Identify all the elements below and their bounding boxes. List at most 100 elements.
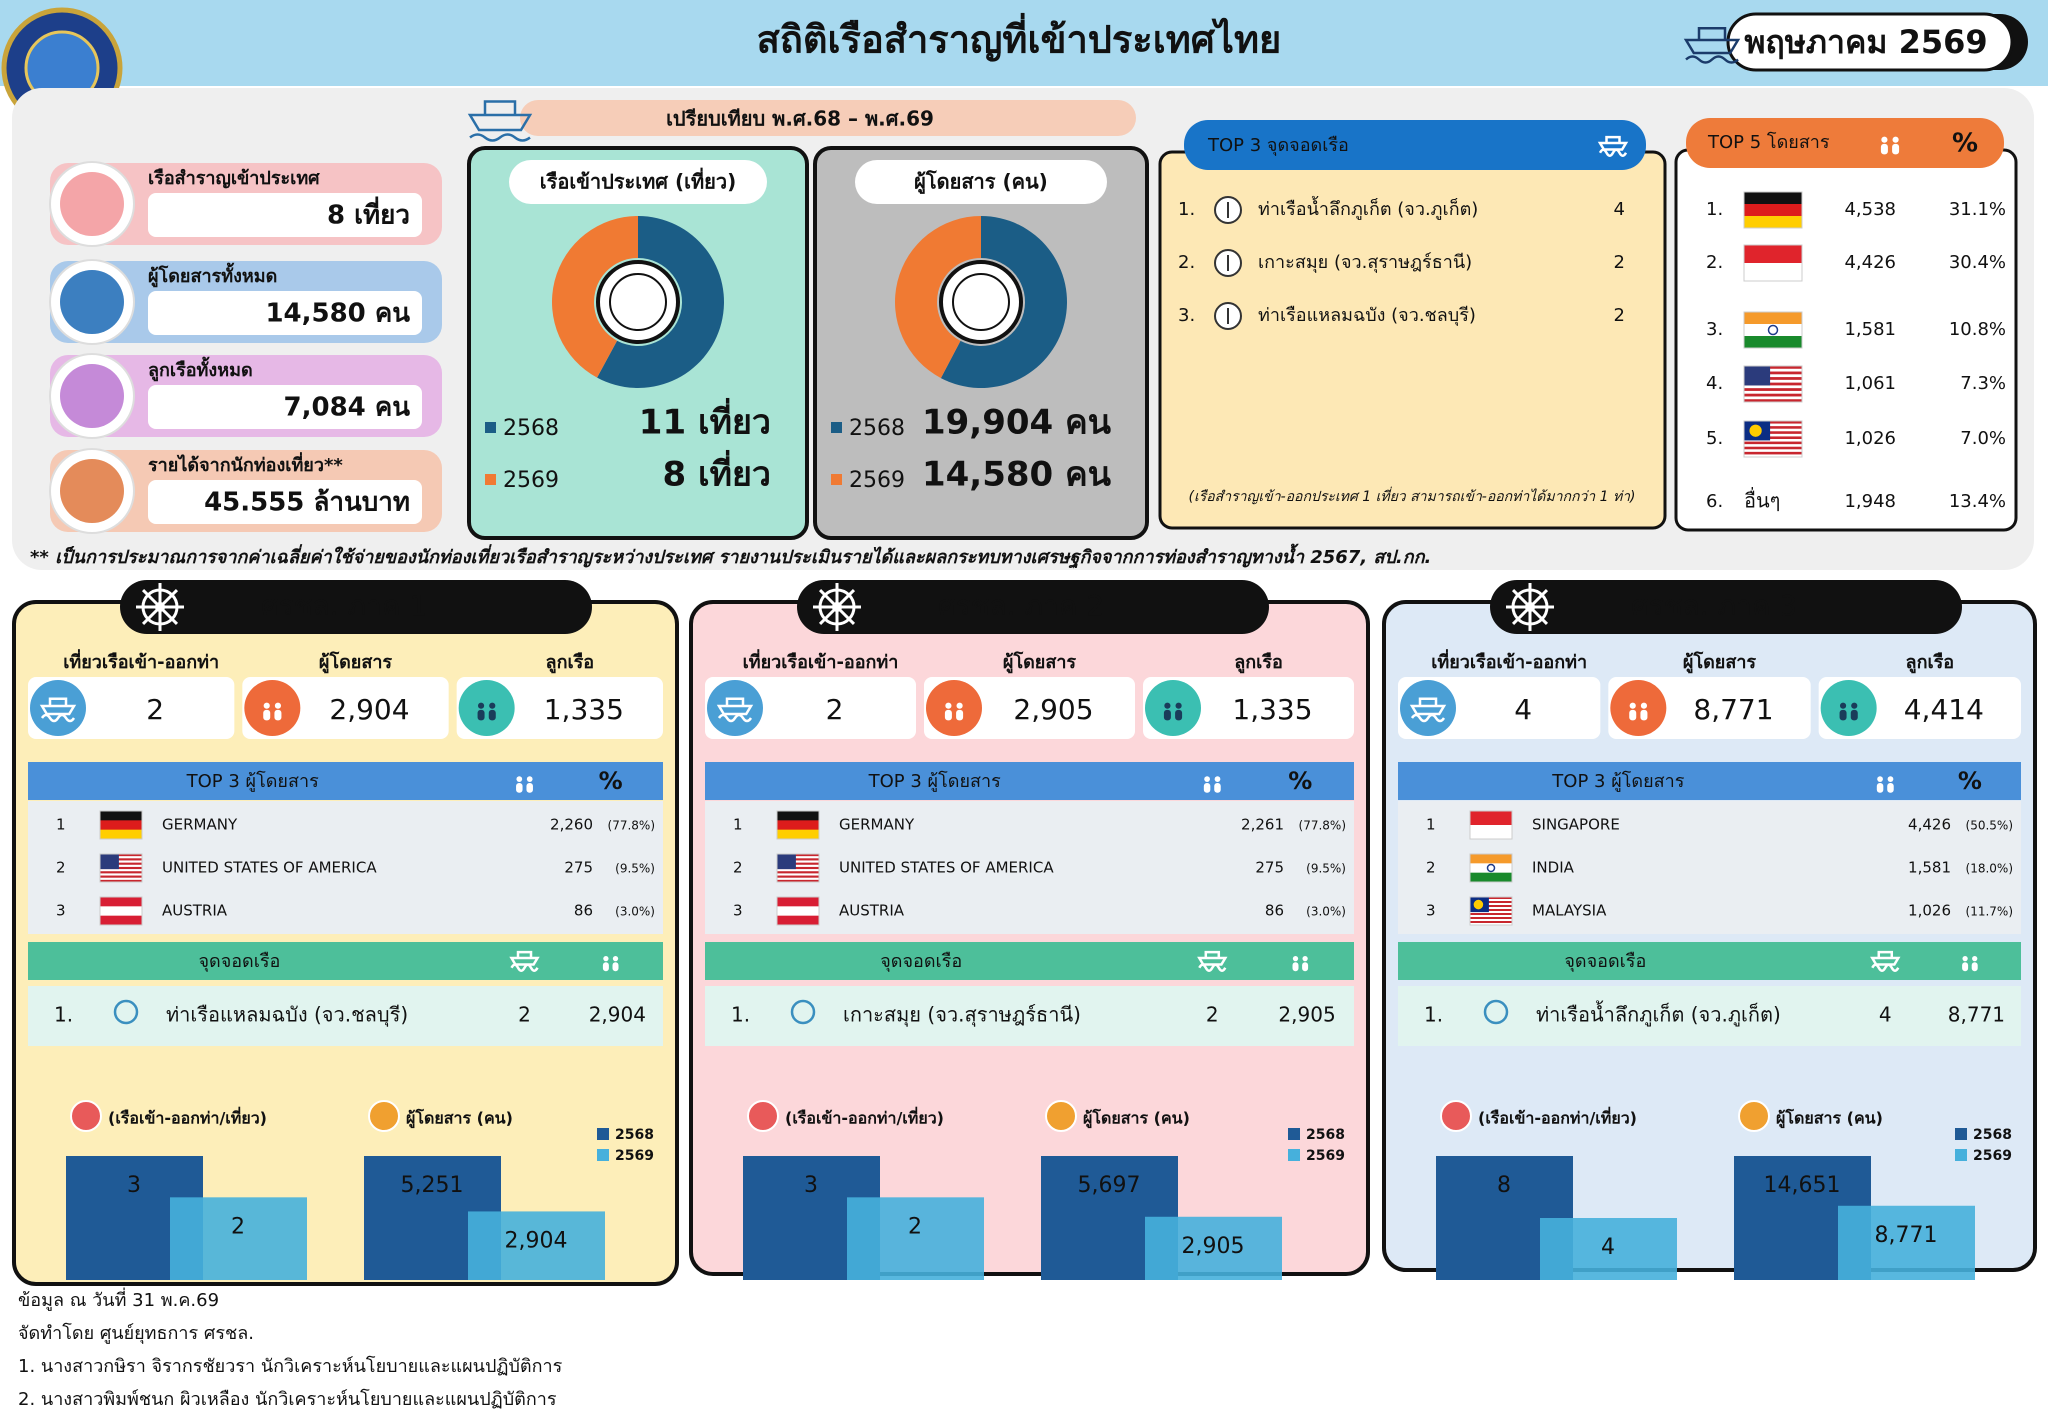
kpi-value: 45.555 ล้านบาท xyxy=(204,488,410,518)
flag-stripe xyxy=(100,879,142,883)
flag-border xyxy=(1469,853,1513,883)
port-name: ท่าเรือแหลมฉบัง (จว.ชลบุรี) xyxy=(166,1003,408,1028)
flag-stripe xyxy=(777,879,819,883)
flag-canton xyxy=(100,854,119,870)
top3-count: 86 xyxy=(1265,902,1284,920)
legend-label: 2569 xyxy=(1306,1148,1345,1164)
region-title: ศรชล. ภาค 2 xyxy=(938,589,1104,622)
flag-stripe xyxy=(1744,377,1802,381)
top3-count: 275 xyxy=(1255,859,1284,877)
period-pill xyxy=(1726,12,2014,72)
donut-value-label: 8 เที่ยว xyxy=(662,450,771,495)
top5-count: 1,061 xyxy=(1844,373,1896,394)
legend-swatch xyxy=(831,474,842,485)
flag-border xyxy=(776,853,820,883)
flag-stripe xyxy=(777,864,819,868)
top3-pct: (9.5%) xyxy=(615,862,655,876)
person-icon xyxy=(944,709,952,721)
bar xyxy=(847,1197,984,1280)
stat-icon xyxy=(926,680,982,736)
flag-stripe xyxy=(100,811,142,821)
period: พฤษภาคม 2569 xyxy=(1744,23,1987,61)
top3-rank: 1 xyxy=(733,816,743,834)
ship-icon xyxy=(1409,697,1447,716)
top3-count: 1,581 xyxy=(1908,859,1951,877)
stat-icon xyxy=(1820,680,1877,736)
person-icon xyxy=(1892,143,1900,155)
stat-label: ลูกเรือ xyxy=(1906,652,1955,674)
ports-row xyxy=(1398,986,2021,1046)
ship-icon xyxy=(1870,950,1901,966)
person-icon xyxy=(1292,962,1299,972)
legend-label: 2569 xyxy=(849,468,905,493)
person-icon xyxy=(1640,702,1648,709)
ports-header xyxy=(705,942,1354,980)
flag-border xyxy=(99,810,143,840)
person-icon xyxy=(516,783,523,793)
kpi-value: 8 เที่ยว xyxy=(327,196,410,231)
top3-count: 86 xyxy=(574,902,593,920)
flag-stripe xyxy=(1744,382,1802,386)
group-icon xyxy=(1045,1100,1077,1132)
bar-value-label: 5,251 xyxy=(401,1173,464,1198)
person-icon xyxy=(526,776,533,783)
port-rank: 2. xyxy=(1178,252,1195,273)
bar xyxy=(1838,1205,1975,1280)
legend-swatch xyxy=(485,474,496,485)
region-title: ศรชล. ภาค 1 xyxy=(261,589,427,622)
legend-swatch xyxy=(597,1149,609,1161)
port-passengers: 2,905 xyxy=(1278,1003,1335,1027)
flag-stripe xyxy=(1744,396,1802,400)
donut-title-pill xyxy=(509,160,767,204)
person-icon xyxy=(1880,143,1888,155)
ports-title: จุดจอดเรือ xyxy=(880,951,962,972)
person-icon xyxy=(1881,136,1888,143)
flag-stripe xyxy=(777,856,819,859)
flag-stripe xyxy=(1744,449,1802,453)
flag-crescent xyxy=(1749,424,1762,437)
kpi-value-box xyxy=(148,385,422,429)
person-icon xyxy=(477,709,485,721)
flag-stripe xyxy=(100,858,142,861)
stat-icon xyxy=(1610,680,1667,736)
port-rank: 1. xyxy=(1178,199,1195,220)
wave-icon xyxy=(1871,963,1900,972)
kpi-icon xyxy=(60,172,124,236)
person-icon xyxy=(1887,783,1894,793)
bar-value-label: 4 xyxy=(1601,1235,1615,1260)
person-icon xyxy=(516,776,523,783)
flag-stripe xyxy=(1744,216,1802,229)
legend-swatch xyxy=(1288,1128,1300,1140)
flag-stripe xyxy=(100,871,142,874)
person-icon xyxy=(1175,709,1183,721)
kpi-value-box xyxy=(148,193,422,237)
flag-border xyxy=(1743,420,1803,458)
top3-pct: (50.5%) xyxy=(1966,819,2013,833)
flag-wheel xyxy=(1767,324,1779,336)
wheel-hub xyxy=(832,602,842,612)
flag-stripe xyxy=(1470,854,1512,864)
person-icon xyxy=(1203,783,1211,793)
pin-icon xyxy=(1483,999,1509,1025)
person-icon xyxy=(274,709,282,721)
person-icon xyxy=(1876,783,1884,793)
legend-swatch xyxy=(831,422,842,433)
legend-label: 2568 xyxy=(1973,1127,2012,1143)
port-trips: 4 xyxy=(1879,1003,1892,1027)
person-icon xyxy=(1887,776,1894,783)
top5-pct: 7.0% xyxy=(1960,428,2006,449)
wave-icon xyxy=(1685,55,1739,64)
flag-stripe xyxy=(1744,436,1802,440)
flag-stripe xyxy=(100,860,142,864)
flag-border xyxy=(1743,244,1803,282)
flag-border xyxy=(1743,365,1803,403)
ports-header xyxy=(1398,942,2021,980)
stat-label: ลูกเรือ xyxy=(546,652,595,674)
donut-center-inner xyxy=(609,273,667,331)
top3-title: TOP 3 ผู้โดยสาร xyxy=(186,770,319,792)
kpi-icon xyxy=(60,270,124,334)
legend-label: 2568 xyxy=(615,1127,654,1143)
top3-pct: (77.8%) xyxy=(1299,819,1346,833)
flag-stripe xyxy=(100,820,142,831)
flag-stripe xyxy=(1744,371,1802,375)
